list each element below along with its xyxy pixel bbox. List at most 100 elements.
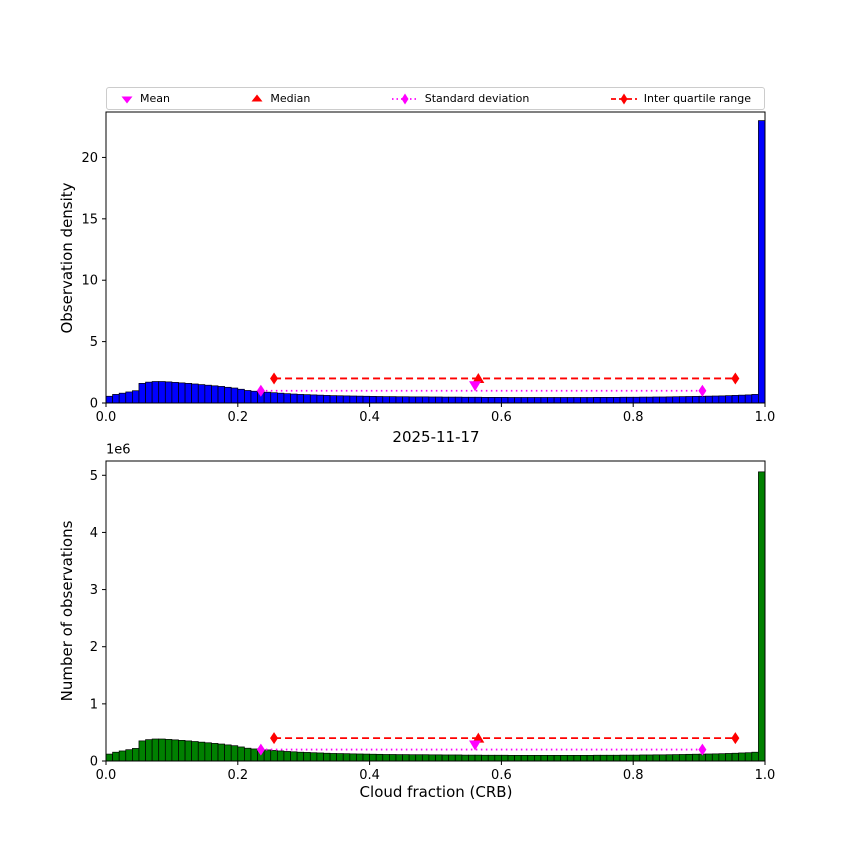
histogram-bar (494, 397, 502, 404)
histogram-bar (125, 391, 133, 404)
iqr-diamond-right (731, 372, 740, 385)
histogram-bar (362, 753, 370, 762)
y-tick-label: 2 (90, 640, 98, 655)
histogram-bar (237, 746, 245, 762)
histogram-bar (665, 396, 674, 404)
histogram-bar (263, 391, 272, 404)
histogram-bar (204, 742, 212, 762)
histogram-bar (573, 397, 581, 404)
histogram-bar (659, 754, 667, 762)
histogram-bar (250, 748, 258, 762)
histogram-bar (395, 754, 403, 762)
iqr-diamond-right (731, 732, 740, 745)
histogram-bar (441, 754, 450, 762)
histogram-bar (408, 396, 417, 404)
y-tick-label: 0 (90, 755, 98, 770)
x-axis: 0.0 0.2 0.4 0.6 0.8 1.0 (96, 403, 775, 425)
legend-label-median: Median (270, 92, 311, 105)
axes-frame (105, 111, 766, 404)
histogram-bar (586, 754, 595, 762)
histogram-bar (415, 754, 423, 762)
histogram-bar (566, 397, 575, 404)
histogram-bar (164, 381, 173, 404)
histogram-bar (547, 754, 555, 762)
histogram-bar (112, 394, 120, 404)
histogram-bar (224, 386, 232, 404)
histogram-bar (626, 396, 634, 404)
iqr-diamond-left (270, 372, 279, 385)
x-tick-label: 0.8 (623, 410, 644, 425)
histogram-bar (224, 744, 232, 762)
histogram-bar (514, 397, 522, 404)
histogram-bar (501, 397, 509, 404)
histogram-bar (303, 752, 311, 762)
histogram-bar (448, 754, 456, 762)
x-tick-label: 0.0 (96, 410, 117, 425)
histogram-bar (527, 397, 535, 404)
histogram-bar (296, 751, 305, 762)
histogram-bar (599, 397, 608, 404)
histogram-bar (105, 753, 113, 762)
histogram-bar (329, 753, 337, 762)
y-tick-label: 1 (90, 697, 98, 712)
histogram-bar (672, 754, 680, 762)
histogram-bar (725, 395, 733, 404)
histogram-bar (711, 753, 720, 762)
std-diamond-left (256, 743, 265, 756)
histogram-bar (626, 754, 634, 762)
histogram-bar (263, 749, 272, 762)
histogram-bar (382, 754, 390, 762)
histogram-bar (112, 751, 120, 762)
histogram-bar (758, 120, 766, 404)
histogram-bar (138, 740, 146, 762)
legend-item-std: Standard deviation (391, 93, 529, 105)
histogram-bar (507, 397, 515, 404)
y-tick-label: 4 (90, 526, 98, 541)
histogram-bar (191, 383, 199, 404)
mean-marker-icon (121, 96, 133, 103)
histogram-bar (309, 394, 318, 404)
x-tick-label: 0.4 (359, 768, 380, 783)
histogram-bar (171, 739, 179, 762)
histogram-bar (290, 751, 298, 762)
histogram-bar (738, 394, 746, 404)
histogram-bar (540, 397, 548, 404)
histogram-bar (375, 396, 384, 404)
histogram-bar (487, 397, 496, 404)
histogram-bar (573, 754, 581, 762)
histogram-bar (672, 396, 680, 404)
histogram-bar (389, 754, 397, 762)
histogram-bar (342, 395, 351, 404)
histogram-bar (270, 750, 278, 762)
histogram-bar (145, 381, 153, 404)
histogram-bar (395, 396, 403, 404)
histogram-bar (217, 386, 225, 404)
iqr-marker-icon (610, 93, 637, 104)
x-tick-label: 0.2 (227, 410, 248, 425)
histogram-bar (316, 394, 324, 404)
histogram-bar (356, 753, 364, 762)
histogram-bar (217, 743, 225, 762)
histogram-bar (132, 748, 140, 762)
histogram-bar (692, 396, 700, 404)
histogram-bar (468, 754, 476, 762)
histogram-bar (158, 381, 166, 404)
histogram-bar (698, 395, 707, 404)
histogram-bar (678, 754, 687, 762)
histogram-bar (507, 754, 515, 762)
histogram-bar (118, 392, 127, 404)
histogram-bar (533, 754, 542, 762)
histogram-bar (632, 754, 641, 762)
histogram-bar (718, 395, 726, 404)
histogram-bar (303, 394, 311, 404)
histogram-bar (613, 397, 621, 404)
histogram-bar (151, 381, 160, 404)
histogram-bar (593, 397, 601, 404)
x-tick-label: 0.6 (491, 768, 512, 783)
histogram-bars (105, 471, 766, 762)
histogram-bar (692, 753, 700, 762)
histogram-bar (481, 397, 489, 404)
histogram-bar (494, 754, 502, 762)
x-tick-label: 1.0 (755, 768, 776, 783)
histogram-bar (211, 743, 219, 762)
